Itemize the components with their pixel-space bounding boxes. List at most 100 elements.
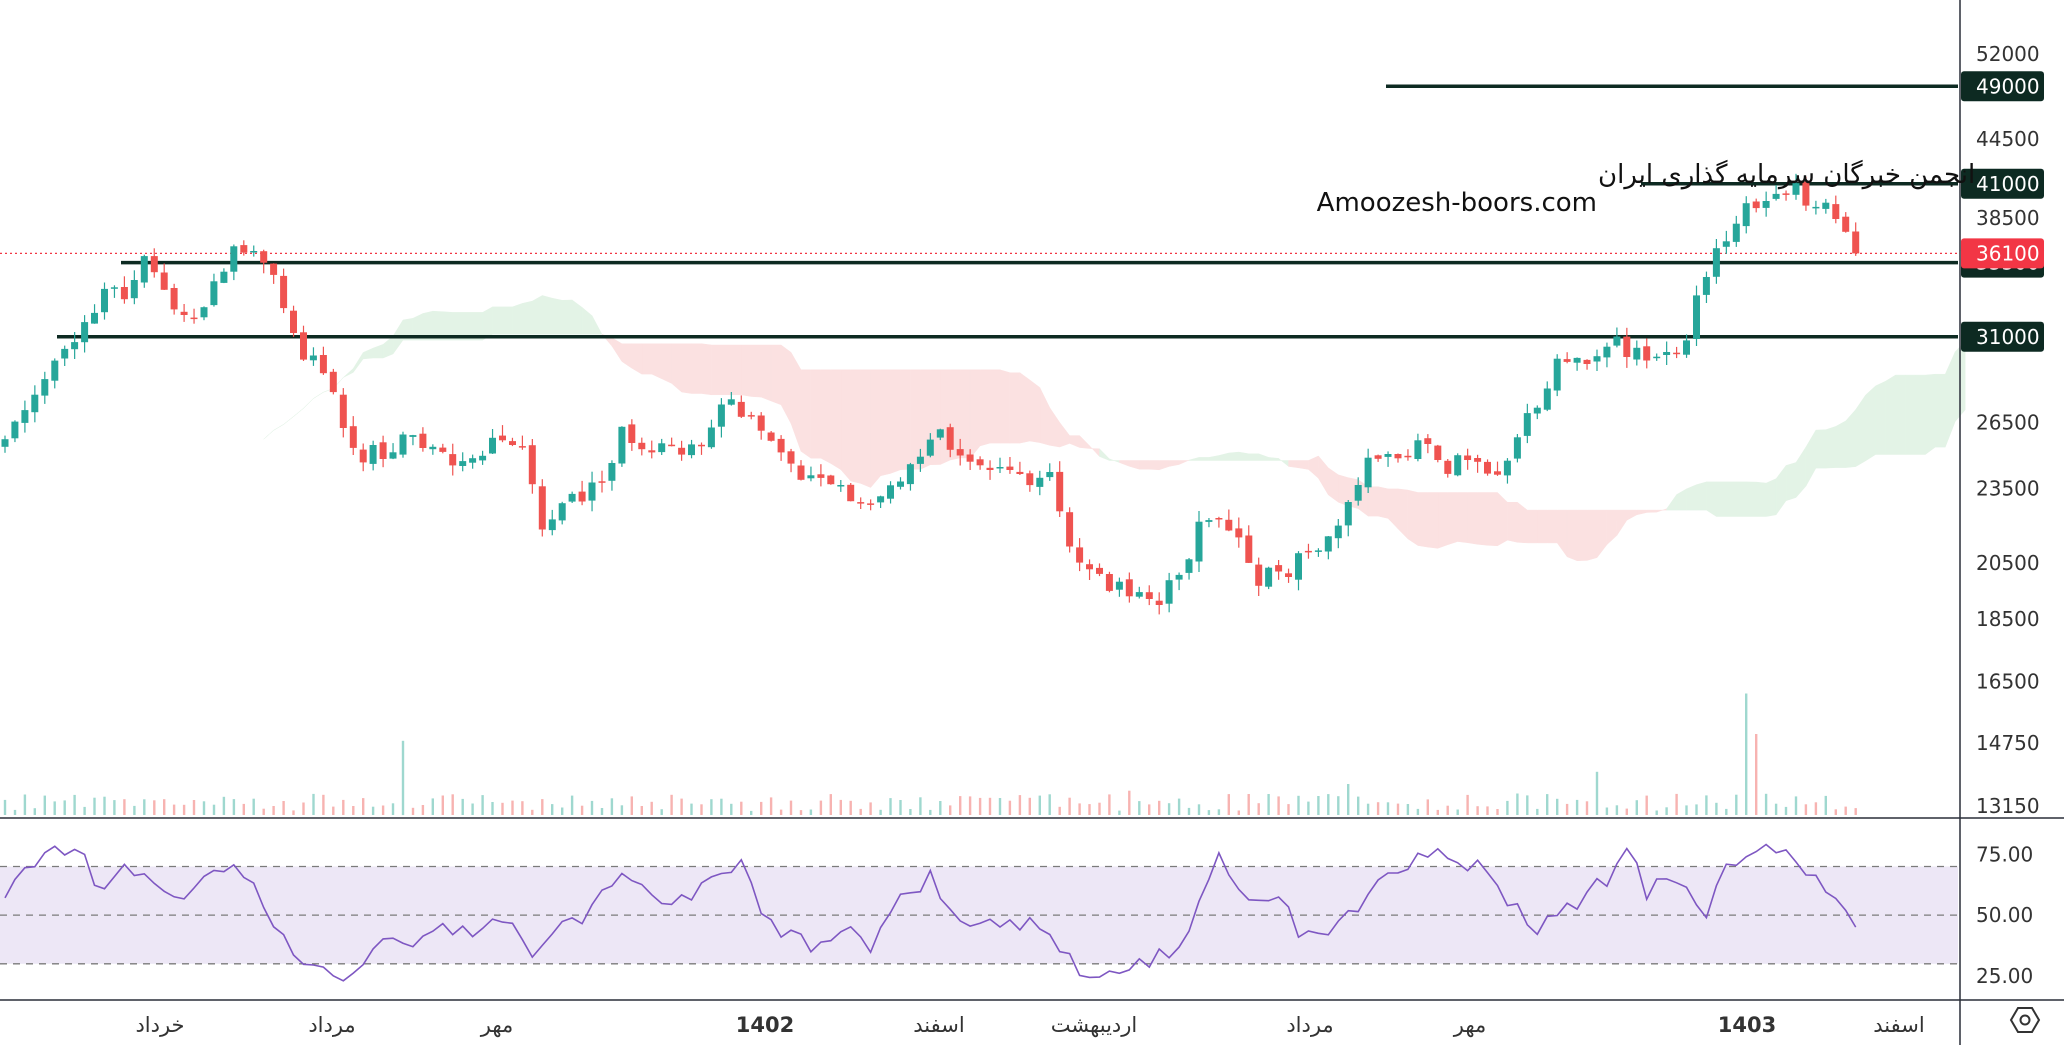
candle — [101, 282, 108, 320]
volume-bar — [1814, 802, 1818, 815]
volume-bar — [1794, 796, 1798, 815]
volume-bar — [1406, 804, 1410, 815]
candle-body — [757, 415, 765, 431]
volume-bar — [63, 800, 66, 815]
volume-bar — [929, 809, 932, 815]
watermark-line2: Amoozesh-boors.com — [1317, 188, 1597, 218]
time-label-month: خرداد — [135, 1013, 184, 1037]
cloud-segment — [1447, 492, 1458, 546]
volume-bar — [202, 801, 206, 815]
volume-bar — [779, 809, 783, 815]
candle — [1593, 349, 1601, 371]
cloud-segment — [512, 303, 523, 335]
volume-bar — [242, 803, 245, 815]
candle-body — [1742, 203, 1750, 227]
candle-body — [1563, 359, 1571, 362]
candle-body — [727, 399, 735, 405]
cloud-segment — [1487, 492, 1498, 547]
price-axis[interactable]: 52000 44500 38500 26500 23500 20500 18500 16500… — [1961, 42, 2044, 988]
volume-bar — [1565, 803, 1569, 815]
last-price-tag[interactable]: 36100 — [1961, 238, 2044, 269]
volume-bar — [590, 800, 594, 815]
candle — [1573, 357, 1581, 371]
cloud-segment — [661, 343, 672, 384]
candle — [260, 249, 268, 274]
volume-bar — [1277, 796, 1280, 815]
volume-bar — [1506, 800, 1509, 815]
candle — [180, 304, 188, 322]
candle — [1255, 557, 1263, 596]
candle — [1295, 551, 1302, 591]
cloud-segment — [1686, 484, 1697, 511]
volume-bar — [640, 806, 643, 815]
cloud-segment — [1029, 379, 1041, 443]
candle — [319, 346, 327, 375]
level-tag-49000[interactable]: 49000 — [1961, 71, 2044, 102]
settings-icon[interactable] — [2009, 1007, 2041, 1033]
time-label-year: 1403 — [1718, 1013, 1776, 1037]
candle — [1006, 457, 1014, 474]
candle-body — [1583, 359, 1591, 364]
cloud-segment — [1238, 451, 1249, 461]
volume-bar — [491, 802, 494, 815]
candle — [1732, 215, 1740, 247]
level-tag-41000-bg — [1961, 168, 2044, 199]
candle-body — [210, 281, 218, 306]
candle — [509, 437, 516, 447]
candle-body — [1673, 352, 1681, 355]
ichimoku-cloud — [263, 295, 1966, 562]
candle-body — [1255, 564, 1263, 586]
cloud-segment — [1497, 491, 1508, 547]
cloud-segment — [760, 344, 772, 402]
price-tick-label: 13150 — [1976, 794, 2040, 818]
candle — [777, 435, 785, 461]
cloud-segment — [1716, 481, 1727, 517]
volume-bar — [1575, 799, 1579, 815]
candle — [309, 347, 317, 366]
volume-bar — [1675, 793, 1678, 815]
candle — [1533, 405, 1541, 420]
volume-bar — [1784, 806, 1788, 815]
level-tag-31000-text: 31000 — [1976, 325, 2040, 349]
candle — [638, 437, 646, 456]
cloud-segment — [1895, 374, 1906, 455]
volume-bar — [1804, 804, 1808, 815]
volume-bar — [839, 799, 842, 815]
candle-body — [787, 451, 795, 464]
candle-body — [51, 360, 59, 381]
candle — [1036, 470, 1044, 496]
candle — [1464, 448, 1472, 470]
candle — [429, 444, 437, 455]
cloud-segment — [1576, 509, 1588, 561]
candle-body — [1155, 600, 1163, 605]
candle — [1812, 200, 1820, 215]
volume-bar — [282, 801, 285, 815]
candle-body — [11, 421, 19, 439]
volume-bar — [451, 794, 454, 815]
level-tag-31000[interactable]: 31000 — [1961, 321, 2044, 352]
candle — [1842, 212, 1850, 233]
time-axis[interactable]: خرداد مرداد مهر 1402 اسفند اردیبهشت مرداد مهر 14… — [135, 1013, 1924, 1037]
candle-body — [1822, 202, 1830, 209]
candle-body — [628, 424, 636, 443]
candle — [1374, 454, 1382, 462]
volume-bar — [551, 804, 554, 815]
candle-body — [469, 458, 477, 463]
candle — [807, 466, 815, 482]
volume-bar — [1337, 796, 1340, 815]
candle-body — [1225, 519, 1233, 531]
volume-bar — [431, 798, 434, 815]
price-tick-label: 44500 — [1976, 127, 2040, 151]
candle-body — [329, 371, 337, 393]
rsi-panel — [0, 843, 1958, 982]
candle-body — [1484, 461, 1491, 474]
candle — [1772, 185, 1780, 201]
candle-body — [1235, 528, 1243, 538]
volume-bar — [769, 797, 773, 815]
volume-bar — [1715, 802, 1718, 815]
level-tag-41000[interactable]: 41000 — [1961, 168, 2044, 199]
cloud-segment — [1785, 462, 1797, 502]
